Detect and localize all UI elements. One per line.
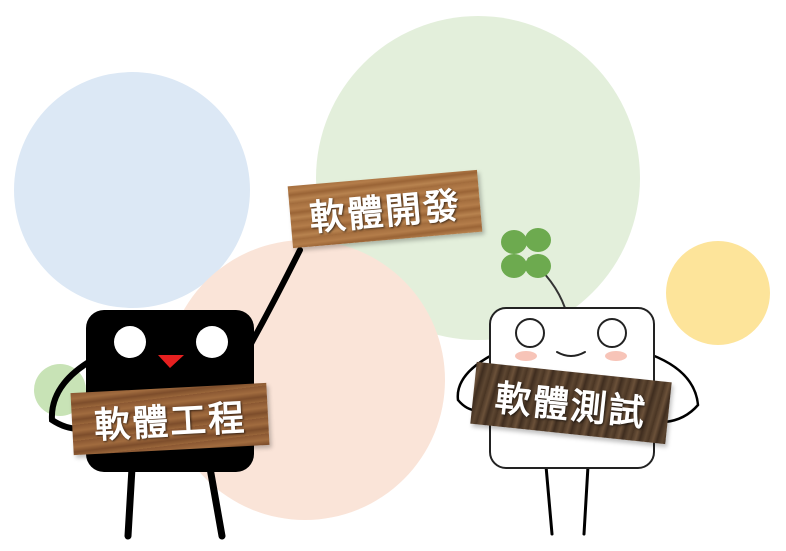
white-character-right-eye [597, 318, 627, 348]
white-character-right-leg [582, 464, 590, 536]
white-character-left-eye [515, 318, 545, 348]
white-character-right-arm [650, 353, 700, 424]
white-character-smile [556, 351, 586, 357]
white-character-left-cheek [515, 351, 537, 361]
black-character-left-eye [114, 326, 146, 358]
background-circle-green-large [316, 16, 640, 340]
white-character-right-cheek [605, 351, 627, 361]
black-character-left-leg [124, 464, 136, 540]
sign-software-engineering: 軟體工程 [70, 382, 270, 456]
background-circle-blue [14, 72, 250, 308]
black-character-right-eye [196, 326, 228, 358]
clover-icon [501, 228, 551, 278]
white-character-left-leg [544, 464, 554, 536]
black-character-beak [158, 355, 184, 368]
black-character-right-leg [206, 464, 226, 540]
background-circle-yellow [666, 241, 770, 345]
